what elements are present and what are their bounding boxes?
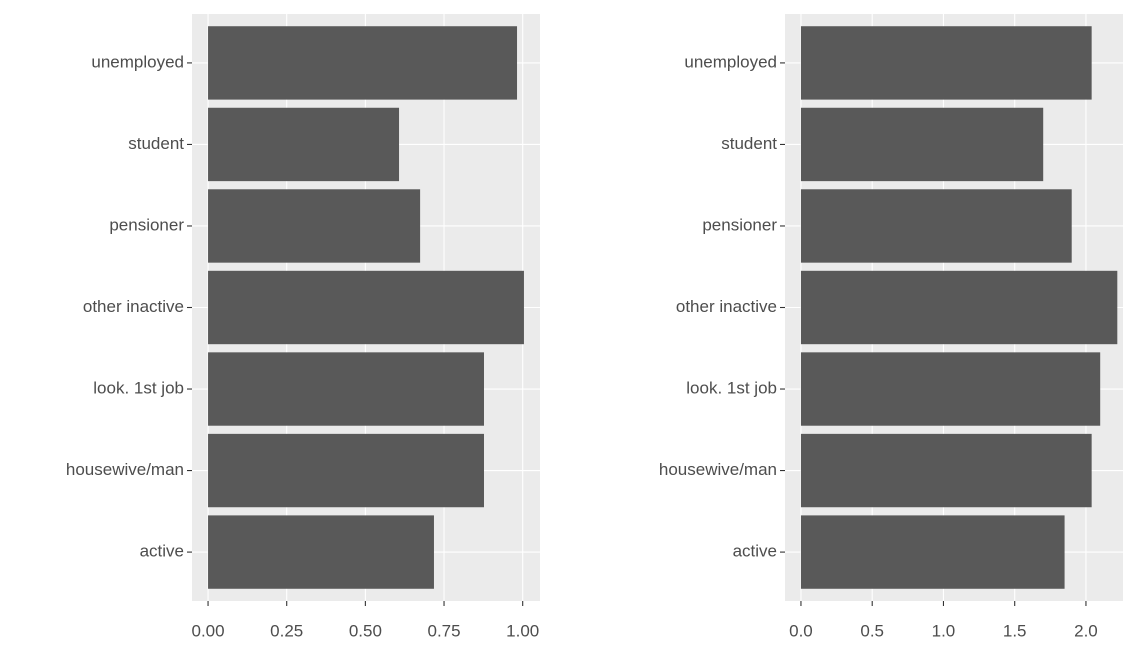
x-tick-label: 0.25 bbox=[270, 621, 303, 640]
x-tick-label: 1.0 bbox=[932, 621, 956, 640]
y-tick-label: look. 1st job bbox=[93, 379, 184, 398]
y-tick-label: look. 1st job bbox=[686, 379, 777, 398]
x-tick-label: 0.75 bbox=[427, 621, 460, 640]
bar bbox=[800, 270, 1118, 345]
bar bbox=[208, 270, 524, 345]
bar bbox=[800, 352, 1101, 426]
bar bbox=[208, 26, 518, 100]
bar bbox=[800, 107, 1044, 182]
y-tick-label: unemployed bbox=[684, 52, 777, 71]
bar bbox=[208, 189, 421, 263]
bar bbox=[208, 352, 484, 426]
y-tick-label: pensioner bbox=[702, 215, 777, 234]
bar bbox=[208, 433, 484, 508]
y-tick-label: pensioner bbox=[109, 215, 184, 234]
bar bbox=[208, 515, 434, 589]
x-tick-label: 0.0 bbox=[789, 621, 813, 640]
bar bbox=[208, 107, 400, 182]
y-tick-label: other inactive bbox=[676, 297, 777, 316]
y-tick-label: housewive/man bbox=[66, 460, 184, 479]
y-tick-label: student bbox=[721, 134, 777, 153]
y-tick-label: housewive/man bbox=[659, 460, 777, 479]
y-tick-label: active bbox=[733, 542, 777, 561]
bar bbox=[800, 26, 1092, 100]
bar bbox=[800, 189, 1072, 263]
y-tick-label: active bbox=[140, 542, 184, 561]
x-tick-label: 0.5 bbox=[860, 621, 884, 640]
y-tick-label: other inactive bbox=[83, 297, 184, 316]
bar bbox=[800, 433, 1092, 508]
y-tick-label: student bbox=[128, 134, 184, 153]
x-tick-label: 2.0 bbox=[1074, 621, 1098, 640]
y-tick-label: unemployed bbox=[91, 52, 184, 71]
x-tick-label: 1.5 bbox=[1003, 621, 1027, 640]
x-tick-label: 0.00 bbox=[192, 621, 225, 640]
bar bbox=[800, 515, 1065, 589]
x-tick-label: 0.50 bbox=[349, 621, 382, 640]
x-tick-label: 1.00 bbox=[506, 621, 539, 640]
